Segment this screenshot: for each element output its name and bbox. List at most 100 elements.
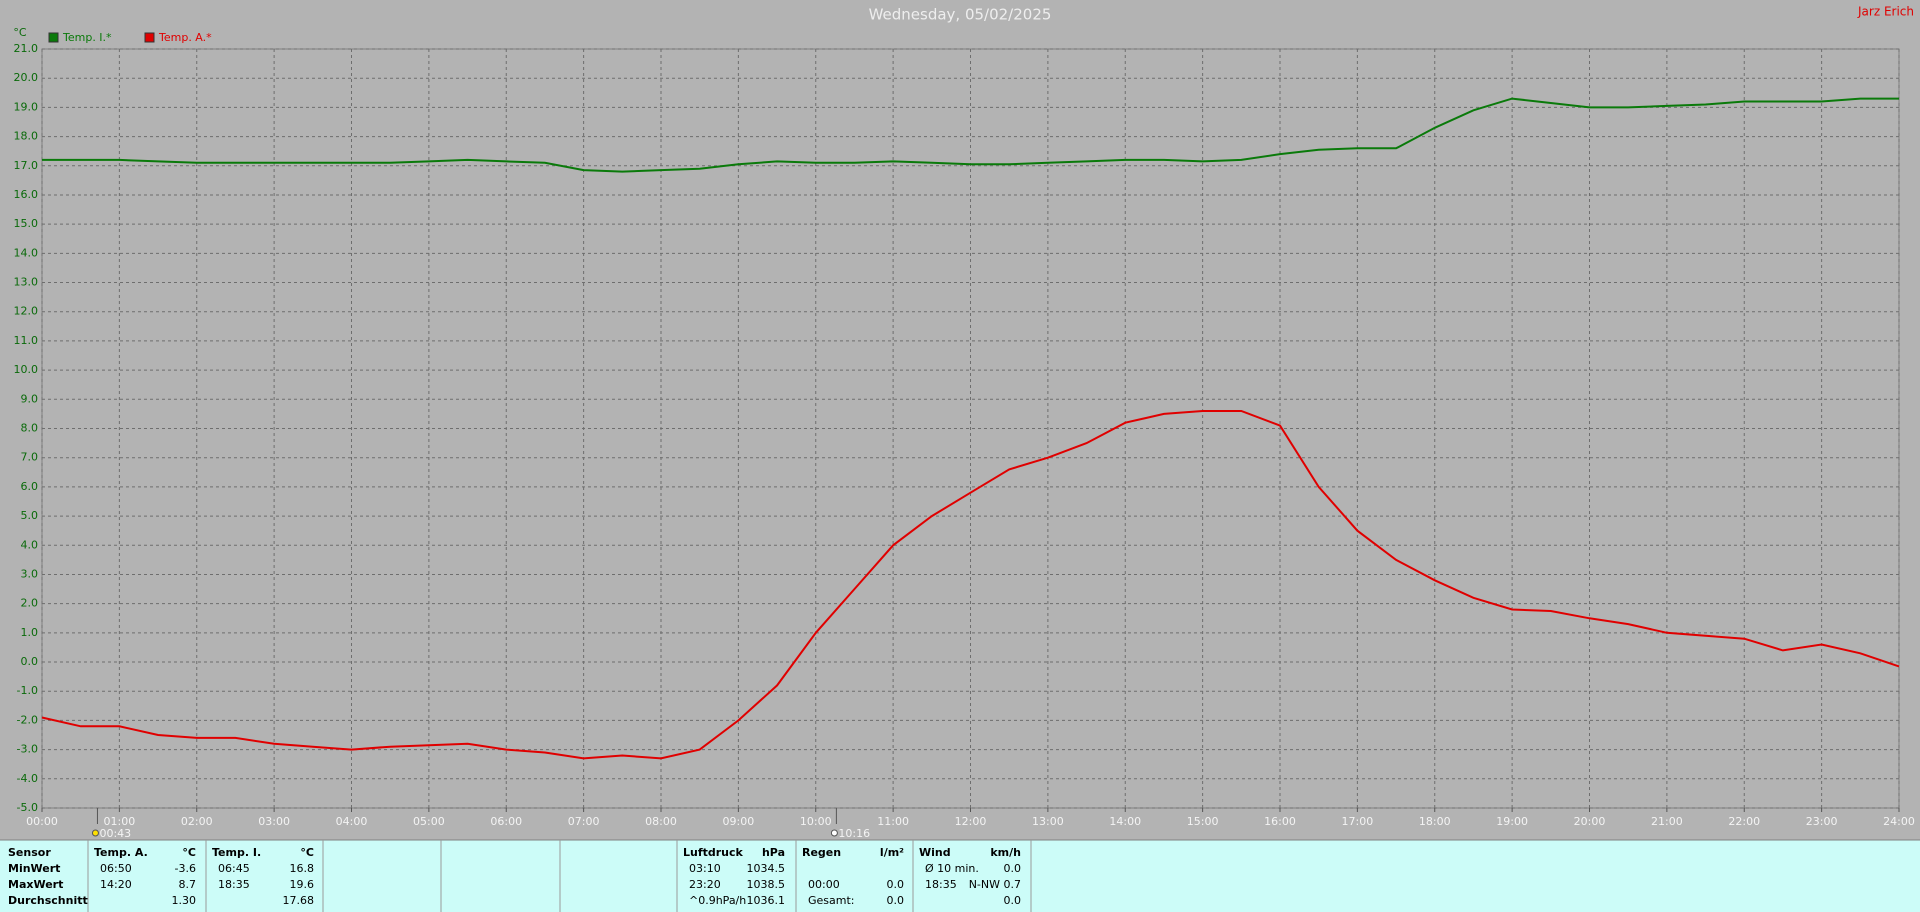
event-icon <box>91 829 99 837</box>
column-header: Regen <box>802 846 841 859</box>
cell-time: 18:35 <box>925 878 957 891</box>
y-tick-label: 5.0 <box>21 509 39 522</box>
cell-value: 19.6 <box>290 878 315 891</box>
column-unit: km/h <box>990 846 1021 859</box>
x-tick-label: 10:00 <box>800 815 832 828</box>
cell-value: 1038.5 <box>747 878 786 891</box>
y-tick-label: 16.0 <box>14 188 39 201</box>
y-tick-label: 14.0 <box>14 246 39 259</box>
cell-value: 0.0 <box>1004 862 1022 875</box>
legend-label: Temp. I.* <box>62 31 112 44</box>
column-unit: hPa <box>762 846 785 859</box>
y-tick-label: 4.0 <box>21 538 39 551</box>
x-tick-label: 23:00 <box>1806 815 1838 828</box>
y-tick-label: 13.0 <box>14 276 39 289</box>
y-tick-label: 18.0 <box>14 130 39 143</box>
y-tick-label: 11.0 <box>14 334 39 347</box>
x-tick-label: 16:00 <box>1264 815 1296 828</box>
y-tick-label: 21.0 <box>14 42 39 55</box>
column-header: Temp. A. <box>94 846 148 859</box>
row-label: MaxWert <box>8 878 63 891</box>
x-tick-label: 12:00 <box>955 815 987 828</box>
row-label: MinWert <box>8 862 60 875</box>
cell-time: 14:20 <box>100 878 132 891</box>
x-tick-label: 00:00 <box>26 815 58 828</box>
series-line <box>41 410 1900 760</box>
x-tick-label: 08:00 <box>645 815 677 828</box>
event-label: 00:43 <box>99 827 131 840</box>
x-tick-label: 11:00 <box>877 815 909 828</box>
legend-swatch <box>48 32 59 43</box>
y-tick-label: 12.0 <box>14 305 39 318</box>
y-tick-label: -1.0 <box>17 684 38 697</box>
cell-time: 00:00 <box>808 878 840 891</box>
y-tick-label: 19.0 <box>14 100 39 113</box>
legend-label: Temp. A.* <box>158 31 212 44</box>
y-tick-label: 17.0 <box>14 159 39 172</box>
cell-time: 06:50 <box>100 862 132 875</box>
cell-value: 17.68 <box>283 894 315 907</box>
y-tick-label: 20.0 <box>14 71 39 84</box>
cell-value: 1.30 <box>172 894 197 907</box>
cell-value: 1034.5 <box>747 862 786 875</box>
y-tick-label: 7.0 <box>21 451 39 464</box>
x-tick-label: 19:00 <box>1496 815 1528 828</box>
x-tick-label: 09:00 <box>723 815 755 828</box>
x-tick-label: 06:00 <box>490 815 522 828</box>
x-tick-label: 01:00 <box>104 815 136 828</box>
x-tick-label: 13:00 <box>1032 815 1064 828</box>
x-tick-label: 18:00 <box>1419 815 1451 828</box>
row-label: Sensor <box>8 846 51 859</box>
y-axis-label: °C <box>13 26 27 39</box>
y-tick-label: 8.0 <box>21 422 39 435</box>
stats-panel-background <box>0 840 1920 912</box>
y-tick-label: 1.0 <box>21 626 39 639</box>
x-tick-label: 21:00 <box>1651 815 1683 828</box>
author: Jarz Erich <box>1857 5 1914 19</box>
column-header: Wind <box>919 846 951 859</box>
y-tick-label: 9.0 <box>21 392 39 405</box>
cell-time: Gesamt: <box>808 894 855 907</box>
column-unit: °C <box>182 846 196 859</box>
y-tick-label: 0.0 <box>21 655 39 668</box>
chart-title: Wednesday, 05/02/2025 <box>869 6 1052 24</box>
cell-time: 18:35 <box>218 878 250 891</box>
y-tick-label: -3.0 <box>17 743 38 756</box>
y-tick-label: -4.0 <box>17 772 38 785</box>
legend-swatch <box>144 32 155 43</box>
y-tick-label: -5.0 <box>17 801 38 814</box>
cell-value: N-NW 0.7 <box>969 878 1021 891</box>
y-tick-label: 10.0 <box>14 363 39 376</box>
cell-time: ^0.9hPa/h <box>689 894 746 907</box>
x-tick-label: 07:00 <box>568 815 600 828</box>
cell-value: 1036.1 <box>747 894 786 907</box>
x-tick-label: 20:00 <box>1574 815 1606 828</box>
cell-value: 16.8 <box>290 862 315 875</box>
cell-value: 8.7 <box>179 878 197 891</box>
row-label: Durchschnitt <box>8 894 88 907</box>
x-tick-label: 24:00 <box>1883 815 1915 828</box>
event-label: 10:16 <box>838 827 870 840</box>
y-tick-label: -2.0 <box>17 713 38 726</box>
x-tick-label: 22:00 <box>1728 815 1760 828</box>
y-tick-label: 15.0 <box>14 217 39 230</box>
column-unit: l/m² <box>880 846 904 859</box>
x-tick-label: 03:00 <box>258 815 290 828</box>
x-tick-label: 17:00 <box>1342 815 1374 828</box>
x-tick-label: 02:00 <box>181 815 213 828</box>
series-line <box>42 97 1899 173</box>
column-header: Luftdruck <box>683 846 744 859</box>
cell-value: 0.0 <box>887 878 905 891</box>
y-tick-label: 3.0 <box>21 567 39 580</box>
x-tick-label: 15:00 <box>1187 815 1219 828</box>
background <box>0 0 1920 840</box>
cell-time: Ø 10 min. <box>925 862 979 875</box>
cell-value: 0.0 <box>887 894 905 907</box>
cell-time: 23:20 <box>689 878 721 891</box>
y-tick-label: 6.0 <box>21 480 39 493</box>
cell-time: 03:10 <box>689 862 721 875</box>
x-tick-label: 05:00 <box>413 815 445 828</box>
x-tick-label: 04:00 <box>336 815 368 828</box>
